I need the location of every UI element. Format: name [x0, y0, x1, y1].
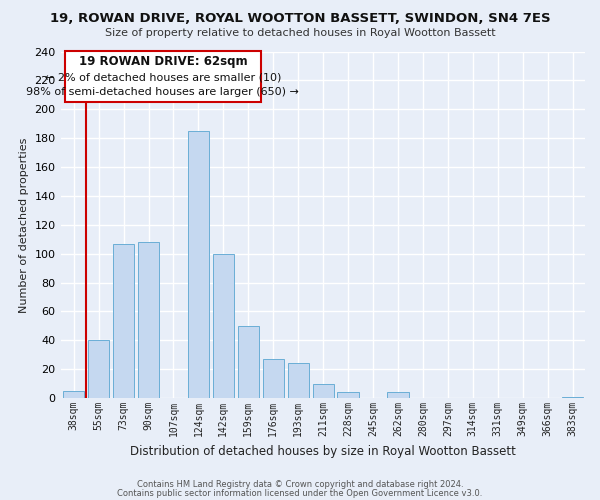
- Text: 98% of semi-detached houses are larger (650) →: 98% of semi-detached houses are larger (…: [26, 87, 299, 97]
- Bar: [213, 254, 234, 398]
- Bar: [88, 340, 109, 398]
- Bar: [388, 392, 409, 398]
- Text: Contains public sector information licensed under the Open Government Licence v3: Contains public sector information licen…: [118, 488, 482, 498]
- Text: 19, ROWAN DRIVE, ROYAL WOOTTON BASSETT, SWINDON, SN4 7ES: 19, ROWAN DRIVE, ROYAL WOOTTON BASSETT, …: [50, 12, 550, 26]
- Bar: [287, 364, 309, 398]
- Bar: [313, 384, 334, 398]
- Bar: [337, 392, 359, 398]
- Bar: [65, 52, 261, 102]
- Y-axis label: Number of detached properties: Number of detached properties: [19, 137, 29, 312]
- X-axis label: Distribution of detached houses by size in Royal Wootton Bassett: Distribution of detached houses by size …: [130, 444, 516, 458]
- Bar: [188, 131, 209, 398]
- Text: Size of property relative to detached houses in Royal Wootton Bassett: Size of property relative to detached ho…: [104, 28, 496, 38]
- Bar: [562, 396, 583, 398]
- Bar: [263, 359, 284, 398]
- Bar: [113, 244, 134, 398]
- Text: Contains HM Land Registry data © Crown copyright and database right 2024.: Contains HM Land Registry data © Crown c…: [137, 480, 463, 489]
- Text: 19 ROWAN DRIVE: 62sqm: 19 ROWAN DRIVE: 62sqm: [79, 55, 247, 68]
- Bar: [63, 391, 84, 398]
- Bar: [238, 326, 259, 398]
- Text: ← 2% of detached houses are smaller (10): ← 2% of detached houses are smaller (10): [44, 72, 281, 83]
- Bar: [138, 242, 159, 398]
